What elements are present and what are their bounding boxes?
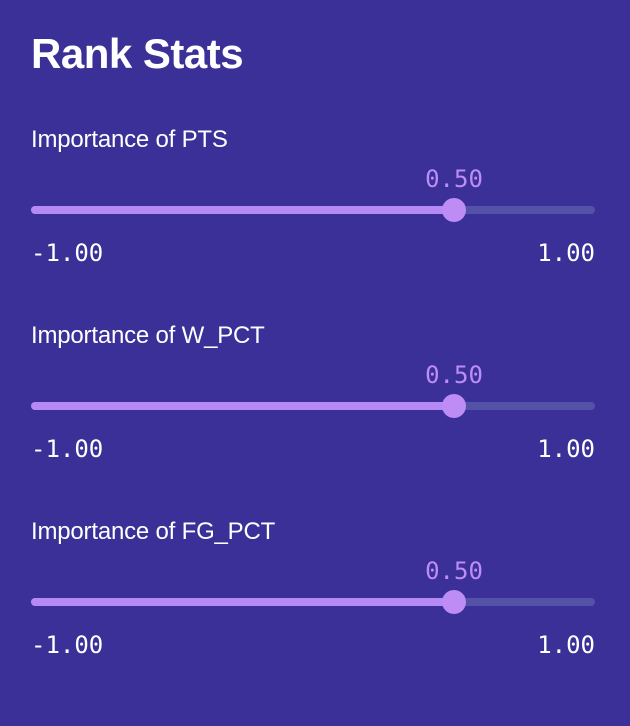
slider-pts: Importance of PTS 0.50 -1.00 1.00 (31, 126, 595, 276)
slider-track[interactable] (31, 394, 595, 418)
slider-thumb[interactable] (442, 394, 466, 418)
slider-max-label: 1.00 (537, 239, 595, 267)
slider-track-fill (31, 206, 454, 214)
slider-label: Importance of W_PCT (31, 322, 265, 349)
slider-max-label: 1.00 (537, 631, 595, 659)
slider-min-label: -1.00 (31, 435, 104, 463)
slider-current-value: 0.50 (425, 165, 483, 193)
slider-label: Importance of FG_PCT (31, 518, 276, 545)
slider-current-value: 0.50 (425, 557, 483, 585)
slider-min-label: -1.00 (31, 631, 104, 659)
panel-title: Rank Stats (31, 30, 244, 77)
slider-track[interactable] (31, 198, 595, 222)
slider-track-fill (31, 598, 454, 606)
slider-track-fill (31, 402, 454, 410)
slider-current-value: 0.50 (425, 361, 483, 389)
slider-fg-pct: Importance of FG_PCT 0.50 -1.00 1.00 (31, 518, 595, 668)
slider-w-pct: Importance of W_PCT 0.50 -1.00 1.00 (31, 322, 595, 472)
slider-thumb[interactable] (442, 590, 466, 614)
slider-min-label: -1.00 (31, 239, 104, 267)
slider-thumb[interactable] (442, 198, 466, 222)
slider-max-label: 1.00 (537, 435, 595, 463)
slider-track[interactable] (31, 590, 595, 614)
slider-label: Importance of PTS (31, 126, 228, 153)
